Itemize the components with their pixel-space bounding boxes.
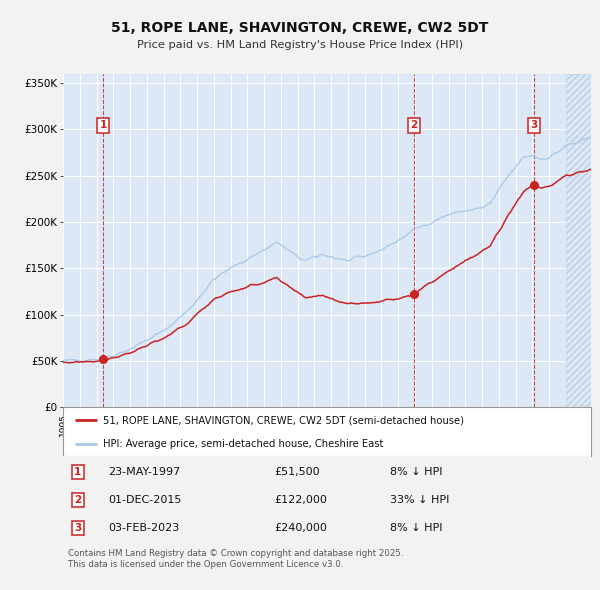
Text: £51,500: £51,500: [274, 467, 320, 477]
Text: 1: 1: [100, 120, 107, 130]
Text: Contains HM Land Registry data © Crown copyright and database right 2025.
This d: Contains HM Land Registry data © Crown c…: [68, 549, 404, 569]
Text: 2: 2: [74, 495, 82, 505]
Text: HPI: Average price, semi-detached house, Cheshire East: HPI: Average price, semi-detached house,…: [103, 439, 383, 449]
Text: £122,000: £122,000: [274, 495, 327, 505]
Text: 1: 1: [74, 467, 82, 477]
Text: 33% ↓ HPI: 33% ↓ HPI: [391, 495, 450, 505]
Text: 2: 2: [410, 120, 417, 130]
Text: £240,000: £240,000: [274, 523, 327, 533]
Text: 03-FEB-2023: 03-FEB-2023: [108, 523, 179, 533]
Text: 8% ↓ HPI: 8% ↓ HPI: [391, 467, 443, 477]
Text: Price paid vs. HM Land Registry's House Price Index (HPI): Price paid vs. HM Land Registry's House …: [137, 40, 463, 50]
Text: 23-MAY-1997: 23-MAY-1997: [108, 467, 180, 477]
Text: 8% ↓ HPI: 8% ↓ HPI: [391, 523, 443, 533]
Text: 3: 3: [530, 120, 538, 130]
Bar: [566, 74, 591, 407]
Text: 51, ROPE LANE, SHAVINGTON, CREWE, CW2 5DT: 51, ROPE LANE, SHAVINGTON, CREWE, CW2 5D…: [112, 21, 488, 35]
Text: 3: 3: [74, 523, 82, 533]
Text: 51, ROPE LANE, SHAVINGTON, CREWE, CW2 5DT (semi-detached house): 51, ROPE LANE, SHAVINGTON, CREWE, CW2 5D…: [103, 415, 464, 425]
Text: 01-DEC-2015: 01-DEC-2015: [108, 495, 181, 505]
